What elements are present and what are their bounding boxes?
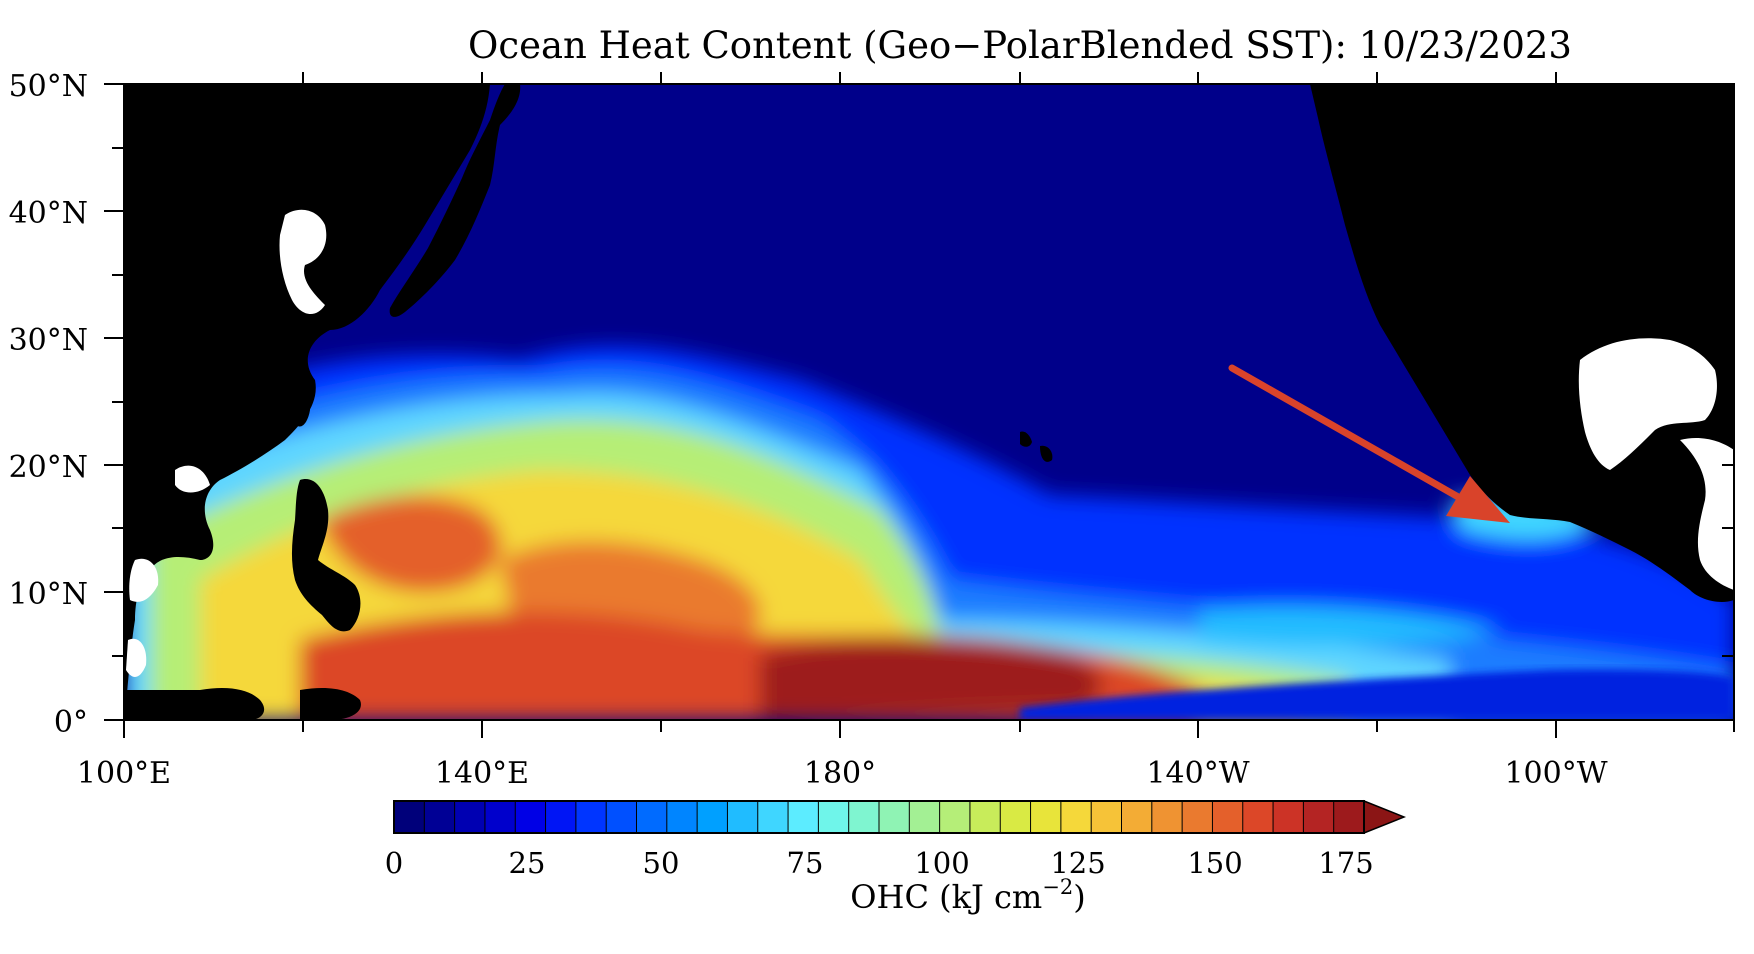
colorbar-cell [726, 800, 759, 834]
colorbar-cell [575, 800, 608, 834]
land-baja [1420, 320, 1470, 422]
colorbar-tick-label: 175 [1318, 846, 1373, 880]
lat-label: 0° [54, 705, 88, 740]
gulf-of-mexico [1578, 338, 1734, 590]
land-korea [326, 215, 366, 305]
colorbar-cell [636, 800, 668, 834]
colorbar-label: OHC (kJ cm−2) [850, 875, 1085, 916]
land-north-america [1310, 84, 1734, 602]
colorbar-cell [514, 800, 547, 834]
axis-ticks [104, 72, 1735, 738]
coastal-white [126, 209, 327, 677]
colorbar-tick-label: 0 [385, 846, 403, 880]
colorbar-cell [696, 800, 729, 834]
lat-label: 40°N [9, 196, 88, 231]
land-masses [124, 84, 1734, 720]
lat-label: 30°N [9, 323, 88, 358]
colorbar-cell [1333, 800, 1365, 834]
colorbar-cell [969, 800, 1002, 834]
colorbar-cell [545, 800, 577, 834]
colorbar-cell [1121, 800, 1153, 834]
colorbar-cell [939, 800, 971, 834]
colorbar-cell [605, 800, 638, 834]
annotation-arrow [1228, 364, 1510, 523]
longitude-labels: 100°E 140°E 180° 140°W 100°W [77, 756, 1608, 791]
colorbar-cell [1272, 800, 1305, 834]
ohc-map [124, 84, 1734, 720]
colorbar-extend-arrow [1363, 799, 1407, 835]
lat-label: 50°N [9, 69, 88, 104]
map-title: Ocean Heat Content (Geo−PolarBlended SST… [468, 24, 1572, 67]
colorbar-cell [1030, 800, 1062, 834]
colorbar: 0 25 50 75 100 125 150 175 OHC (kJ cm−2) [385, 799, 1407, 916]
ohc-field [124, 346, 1734, 720]
lon-label: 100°E [77, 756, 171, 791]
colorbar-cell [878, 800, 911, 834]
colorbar-cell [484, 800, 517, 834]
land-hawaii [1020, 431, 1032, 447]
colorbar-cell [1090, 800, 1123, 834]
colorbar-tick-label: 25 [509, 846, 546, 880]
colorbar-cell [848, 800, 880, 834]
colorbar-cell [393, 800, 426, 834]
lon-label: 100°W [1504, 756, 1607, 791]
land-philippines [291, 479, 361, 632]
colorbar-cell [999, 800, 1032, 834]
colorbar-tick-label: 75 [787, 846, 824, 880]
colorbar-cell [423, 800, 456, 834]
colorbar-cell [1211, 800, 1244, 834]
colorbar-cell [787, 800, 820, 834]
colorbar-tick-label: 50 [643, 846, 680, 880]
lon-label: 180° [804, 756, 876, 791]
colorbar-cell [1151, 800, 1184, 834]
lat-label: 20°N [9, 450, 88, 485]
colorbar-cell [908, 800, 941, 834]
colorbar-tick-label: 150 [1187, 846, 1242, 880]
colorbar-tick-label: 100 [914, 846, 969, 880]
colorbar-cell [666, 800, 699, 834]
lat-label: 10°N [9, 577, 88, 612]
colorbar-frame [393, 800, 1365, 834]
colorbar-cell [454, 800, 486, 834]
colorbar-cell [1302, 800, 1335, 834]
colorbar-tick-label: 125 [1050, 846, 1105, 880]
colorbar-ticks: 0 25 50 75 100 125 150 175 [385, 846, 1374, 880]
land-taiwan [294, 393, 310, 427]
latitude-labels: 50°N 40°N 30°N 20°N 10°N 0° [9, 69, 88, 740]
colorbar-cell [1242, 800, 1274, 834]
cold-tongue [1020, 669, 1734, 720]
colorbar-cell [1181, 800, 1214, 834]
land-indonesia [124, 688, 265, 720]
colorbar-cell [1060, 800, 1093, 834]
land-japan [389, 84, 521, 317]
lon-label: 140°E [435, 756, 529, 791]
lon-label: 140°W [1146, 756, 1249, 791]
colorbar-cell [817, 800, 850, 834]
colorbar-cell [757, 800, 789, 834]
